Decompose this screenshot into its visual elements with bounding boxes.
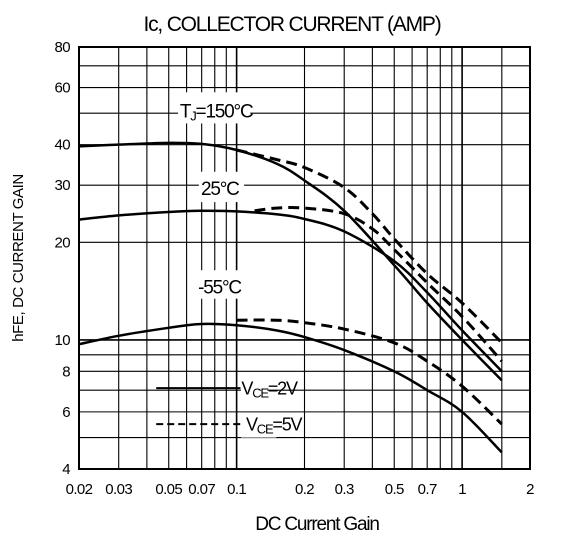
y-tick-label: 80 <box>55 39 71 56</box>
y-tick-label: 4 <box>62 461 70 478</box>
series-line <box>236 318 503 426</box>
legend-bg <box>240 413 277 438</box>
y-axis-label: hFE, DC CURRENT GAIN <box>10 174 27 342</box>
series-line <box>78 322 503 454</box>
legend-label: VCE=5V <box>246 415 303 437</box>
x-tick-label: 0.05 <box>155 481 182 498</box>
x-tick-label: 0.2 <box>295 481 314 498</box>
chart-title: Ic, COLLECTOR CURRENT (AMP) <box>143 13 440 36</box>
x-tick-label: 0.03 <box>105 481 132 498</box>
annotation-bg <box>198 171 245 203</box>
y-tick-label: 10 <box>55 332 71 349</box>
x-tick-labels: 0.02 0.03 0.05 0.07 0.1 0.2 0.3 0.5 0.7 1 2 <box>66 481 535 498</box>
series-line <box>78 209 503 373</box>
y-tick-label: 40 <box>55 137 71 154</box>
series-group <box>78 141 503 454</box>
legend-label: VCE=2V <box>241 379 298 401</box>
temperature-label: 25°C <box>201 179 239 200</box>
x-tick-label: 0.3 <box>335 481 354 498</box>
x-tick-label: 0.02 <box>66 481 93 498</box>
x-tick-label: 2 <box>526 481 534 498</box>
x-axis-label: DC Current Gain <box>255 514 379 535</box>
series-line <box>254 206 503 363</box>
x-tick-label: 0.07 <box>188 481 215 498</box>
overlays: TJ=150°C 25°C -55°C VCE=2V VCE=5V <box>156 92 304 438</box>
y-tick-label: 30 <box>55 177 71 194</box>
plot-frame <box>78 46 531 470</box>
temperature-label: -55°C <box>198 278 241 299</box>
y-tick-label: 6 <box>62 404 70 421</box>
y-tick-label: 60 <box>55 80 71 97</box>
legend-bg <box>240 376 268 402</box>
y-tick-labels: 4 6 8 10 20 30 40 60 80 <box>55 39 71 478</box>
x-tick-label: 0.1 <box>227 481 246 498</box>
x-tick-label: 1 <box>458 481 466 498</box>
legend: VCE=2V VCE=5V <box>156 376 304 438</box>
temperature-label: TJ=150°C <box>180 101 253 123</box>
x-tick-label: 0.7 <box>418 481 437 498</box>
x-tick-label: 0.5 <box>385 481 404 498</box>
grid <box>79 47 530 469</box>
series-line <box>78 141 503 382</box>
series-line <box>236 148 503 344</box>
annotation-bg <box>178 92 251 124</box>
y-tick-label: 20 <box>55 234 71 251</box>
annotation-bg <box>197 270 244 299</box>
y-tick-label: 8 <box>62 363 70 380</box>
